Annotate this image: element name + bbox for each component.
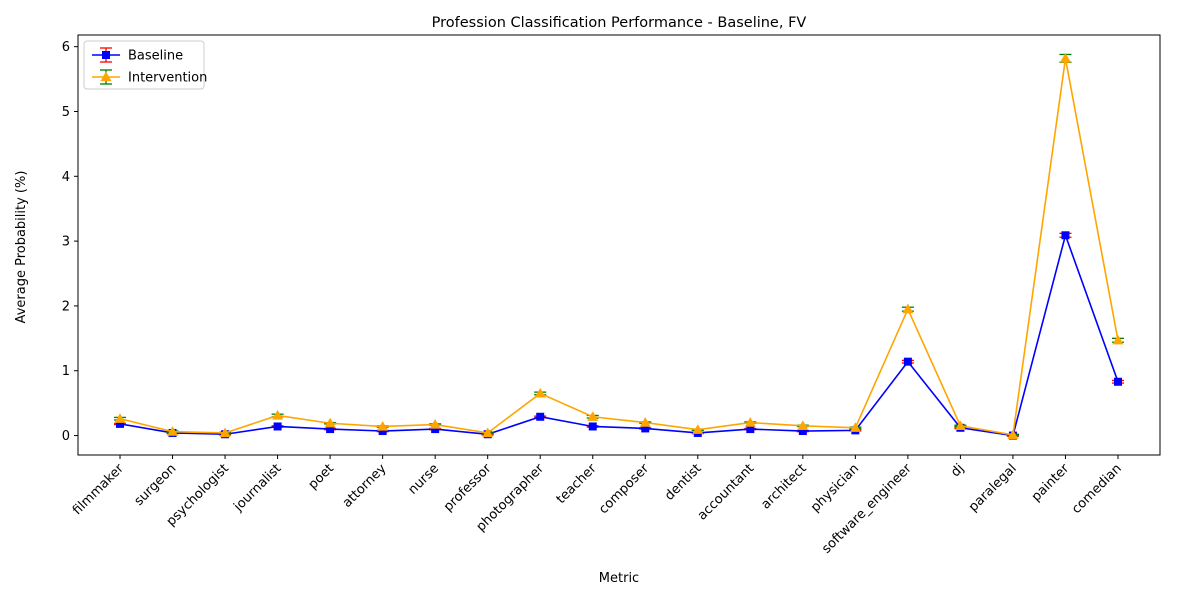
data-point-baseline — [431, 425, 440, 434]
data-point-intervention — [482, 427, 494, 438]
y-tick-label: 6 — [62, 40, 70, 55]
data-point-baseline — [326, 425, 335, 434]
x-tick-label: attorney — [340, 461, 390, 511]
data-point-baseline — [536, 412, 545, 421]
x-tick-label: composer — [596, 461, 652, 517]
x-tick-label: dj — [948, 461, 967, 480]
y-tick-label: 0 — [62, 429, 70, 444]
data-point-intervention — [849, 422, 861, 432]
y-tick-label: 2 — [62, 299, 70, 314]
data-point-intervention — [587, 411, 599, 421]
data-point-intervention — [534, 387, 546, 398]
legend: Baseline Intervention — [83, 40, 207, 90]
series-line-baseline — [119, 232, 1119, 437]
data-point-intervention — [429, 419, 441, 429]
x-tick-label: architect — [758, 461, 809, 512]
x-tick-label: nurse — [406, 461, 442, 497]
x-tick-label: filmmaker — [70, 461, 127, 518]
x-tick-label: journalist — [231, 461, 285, 515]
y-tick-label: 1 — [62, 364, 70, 379]
data-point-intervention — [219, 427, 231, 438]
x-tick-label: physician — [808, 461, 862, 515]
data-point-baseline — [588, 422, 597, 431]
x-tick-label: surgeon — [132, 461, 180, 509]
series-intervention — [114, 52, 1124, 440]
data-point-intervention — [324, 417, 336, 428]
plot-area — [114, 52, 1124, 440]
data-point-intervention — [272, 409, 284, 420]
data-point-intervention — [954, 420, 966, 430]
legend-marker-intervention — [100, 71, 112, 82]
data-point-baseline — [378, 427, 387, 436]
data-point-intervention — [797, 420, 809, 430]
data-point-intervention — [114, 413, 126, 423]
y-tick-label: 4 — [62, 170, 70, 185]
data-point-baseline — [116, 419, 125, 428]
chart-title: Profession Classification Performance - … — [432, 15, 807, 31]
legend-label-intervention: Intervention — [128, 71, 207, 86]
y-axis-label: Average Probability (%) — [14, 171, 29, 324]
x-tick-label: software_engineer — [819, 461, 915, 557]
data-point-intervention — [1112, 334, 1124, 345]
x-axis-label: Metric — [599, 571, 639, 586]
data-point-baseline — [1113, 377, 1122, 386]
axes-frame — [77, 34, 1161, 456]
legend-label-baseline: Baseline — [128, 49, 183, 64]
data-point-intervention — [167, 426, 179, 436]
series-line-intervention — [119, 58, 1119, 436]
x-tick-label: dentist — [662, 461, 704, 503]
data-point-baseline — [903, 357, 912, 366]
x-tick-label: painter — [1029, 461, 1073, 505]
data-point-baseline — [746, 425, 755, 434]
data-point-intervention — [1007, 429, 1019, 440]
y-tick-label: 3 — [62, 235, 70, 250]
x-tick-label: poet — [306, 461, 337, 492]
data-point-baseline — [273, 422, 282, 431]
x-tick-label: comedian — [1069, 461, 1125, 517]
data-point-intervention — [902, 303, 914, 314]
x-tick-label: professor — [441, 461, 495, 515]
data-point-intervention — [377, 420, 389, 431]
data-point-baseline — [798, 427, 807, 436]
x-tick-label: teacher — [554, 461, 600, 507]
series-baseline — [114, 231, 1124, 440]
data-point-intervention — [692, 424, 704, 434]
data-point-intervention — [1059, 52, 1071, 63]
data-point-baseline — [1061, 231, 1070, 240]
data-point-intervention — [639, 417, 651, 427]
data-point-baseline — [641, 424, 650, 433]
data-point-intervention — [744, 417, 756, 427]
y-tick-label: 5 — [62, 105, 70, 120]
x-tick-label: paralegal — [966, 461, 1020, 515]
legend-marker-baseline — [102, 51, 110, 59]
x-tick-label: accountant — [695, 461, 757, 523]
